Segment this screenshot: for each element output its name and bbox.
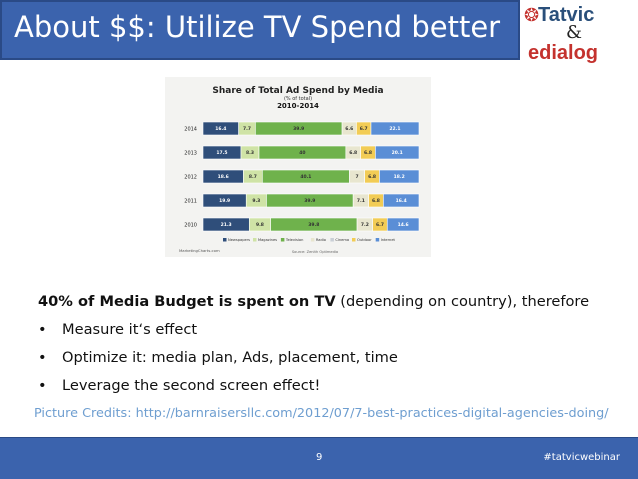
chart-legend: Newspapers Magazines Television Radio Cinema…: [223, 238, 396, 242]
footer-bar: 9 #tatvicwebinar: [0, 437, 638, 479]
bullet-dot-icon: •: [38, 349, 47, 366]
page-number: 9: [316, 452, 323, 463]
legend-label: Outdoor: [357, 238, 372, 242]
bar-segment: [386, 217, 420, 232]
data-label: 40.1: [300, 174, 311, 180]
legend-swatch: [352, 238, 356, 242]
logo-text-tatvic: Tatvic: [538, 4, 595, 26]
legend-swatch: [330, 238, 334, 242]
data-label: 9.3: [252, 198, 260, 204]
data-label: 8.3: [246, 150, 254, 156]
data-label: 19.9: [219, 198, 230, 204]
data-label: 14.6: [398, 222, 409, 228]
chart-year-range: 2010-2014: [277, 102, 319, 110]
data-label: 7.2: [361, 222, 369, 228]
legend-swatch: [223, 238, 227, 242]
bullet-item: • Leverage the second screen effect!: [38, 377, 638, 405]
y-tick-label: 2012: [184, 175, 197, 181]
chart-svg: Share of Total Ad Spend by Media (% of t…: [179, 86, 420, 254]
data-label: 6.8: [364, 150, 372, 156]
data-label: 40: [299, 150, 305, 156]
data-label: 39.8: [308, 222, 319, 228]
logo-swirl-icon: ❂: [524, 5, 540, 26]
data-label: 22.1: [389, 126, 400, 132]
bullet-text: Optimize it: media plan, Ads, placement,…: [62, 349, 398, 366]
legend-label: Newspapers: [228, 238, 250, 242]
legend-label: Cinema: [335, 238, 349, 242]
data-label: 17.5: [216, 150, 227, 156]
bullet-text: Measure it‘s effect: [62, 321, 198, 338]
data-label: 18.2: [394, 174, 405, 180]
data-label: 39.9: [293, 126, 304, 132]
chart-brand: MarketingCharts.com: [179, 248, 220, 253]
bullet-dot-icon: •: [38, 377, 47, 394]
legend-label: Magazines: [258, 238, 277, 242]
data-label: 9.8: [256, 222, 264, 228]
bullet-dot-icon: •: [38, 321, 47, 338]
data-label: 6.8: [349, 150, 357, 156]
bullet-text: Leverage the second screen effect!: [62, 377, 321, 394]
data-label: 7.7: [243, 126, 251, 132]
hashtag: #tatvicwebinar: [543, 452, 620, 463]
data-label: 7.1: [357, 198, 365, 204]
y-tick-label: 2013: [184, 151, 197, 157]
data-label: 6.7: [360, 126, 368, 132]
bar-segment: [370, 121, 420, 136]
ad-spend-chart: Share of Total Ad Spend by Media (% of t…: [165, 77, 431, 257]
bar-segment: [379, 169, 420, 184]
data-label: 6.7: [376, 222, 384, 228]
legend-swatch: [280, 238, 285, 242]
logo-ampersand: &: [566, 22, 583, 43]
legend-swatch: [253, 238, 257, 242]
intro-bold: 40% of Media Budget is spent on TV: [38, 293, 336, 310]
data-label: 39.9: [304, 198, 315, 204]
legend-label: Television: [285, 238, 303, 242]
legend-swatch: [375, 238, 380, 242]
legend-swatch: [310, 238, 315, 242]
chart-title: Share of Total Ad Spend by Media: [212, 86, 383, 96]
data-label: 6.8: [372, 198, 380, 204]
y-tick-label: 2011: [184, 199, 197, 205]
company-logo: ❂ Tatvic & edialog: [524, 2, 636, 68]
data-label: 18.6: [218, 174, 229, 180]
bullet-item: • Measure it‘s effect: [38, 321, 638, 349]
data-label: 16.4: [396, 198, 407, 204]
data-label: 7: [355, 174, 358, 180]
data-label: 8.7: [249, 174, 257, 180]
slide-title: About $$: Utilize TV Spend better: [14, 10, 501, 44]
legend-label: Radio: [316, 238, 326, 242]
y-tick-label: 2014: [184, 127, 197, 133]
bar-segment: [375, 145, 420, 160]
data-label: 6.8: [368, 174, 376, 180]
intro-line: 40% of Media Budget is spent on TV (depe…: [38, 293, 638, 321]
chart-source: Source: Zenith Optimedia: [292, 250, 338, 254]
picture-credits: Picture Credits: http://barnraisersllc.c…: [34, 406, 609, 421]
data-label: 20.1: [392, 150, 403, 156]
data-label: 6.6: [345, 126, 353, 132]
title-bar: About $$: Utilize TV Spend better: [0, 0, 520, 60]
body-text: 40% of Media Budget is spent on TV (depe…: [38, 293, 638, 405]
y-tick-label: 2010: [184, 223, 197, 229]
intro-rest: (depending on country), therefore: [335, 293, 590, 310]
bar-segment: [383, 193, 420, 208]
legend-label: Internet: [381, 238, 396, 242]
bullet-item: • Optimize it: media plan, Ads, placement…: [38, 349, 638, 377]
bars-group: 2014 16.4 7.7 39.9 6.6 6.7 22.1 2013 17.5 8.3 40 6.…: [184, 121, 420, 232]
data-label: 21.3: [221, 222, 232, 228]
logo-text-edialog: edialog: [528, 42, 599, 64]
data-label: 16.4: [215, 126, 226, 132]
chart-subtitle: (% of total): [284, 96, 312, 102]
